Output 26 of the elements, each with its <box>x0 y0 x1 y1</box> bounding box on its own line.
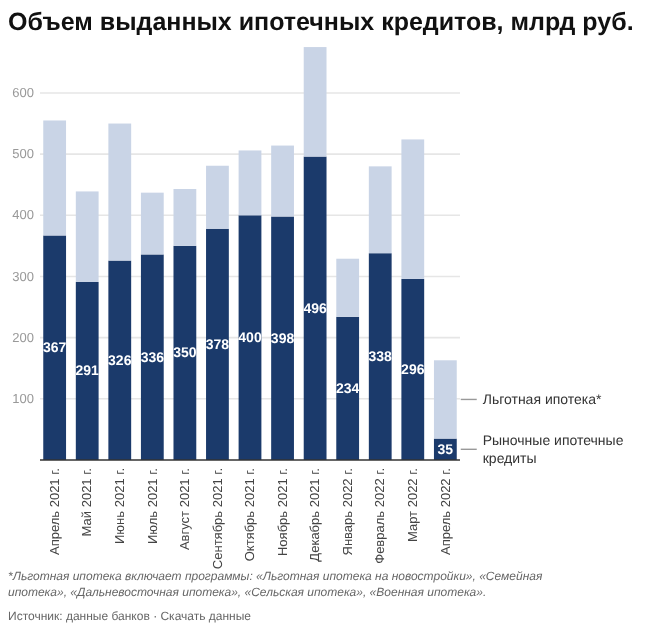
bar <box>43 120 67 236</box>
bar <box>368 166 392 254</box>
bar <box>401 139 425 279</box>
bar <box>108 260 132 460</box>
bar <box>43 235 67 460</box>
bar <box>75 281 99 460</box>
bar <box>238 215 262 460</box>
bar <box>75 191 99 282</box>
bar <box>173 188 197 246</box>
bar <box>108 123 132 261</box>
bar <box>401 278 425 460</box>
bar <box>271 216 294 460</box>
bar <box>433 360 457 439</box>
bar <box>336 316 360 460</box>
bar <box>238 150 262 216</box>
bar <box>336 258 360 317</box>
bar <box>303 47 327 157</box>
chart-title: Объем выданных ипотечных кредитов, млрд руб. <box>8 8 634 36</box>
bar <box>368 253 392 460</box>
bar <box>206 228 229 460</box>
bar <box>303 156 327 460</box>
bar <box>140 192 164 255</box>
bar <box>271 145 294 217</box>
bar <box>173 245 197 460</box>
bar <box>206 165 229 229</box>
bar <box>140 254 164 460</box>
